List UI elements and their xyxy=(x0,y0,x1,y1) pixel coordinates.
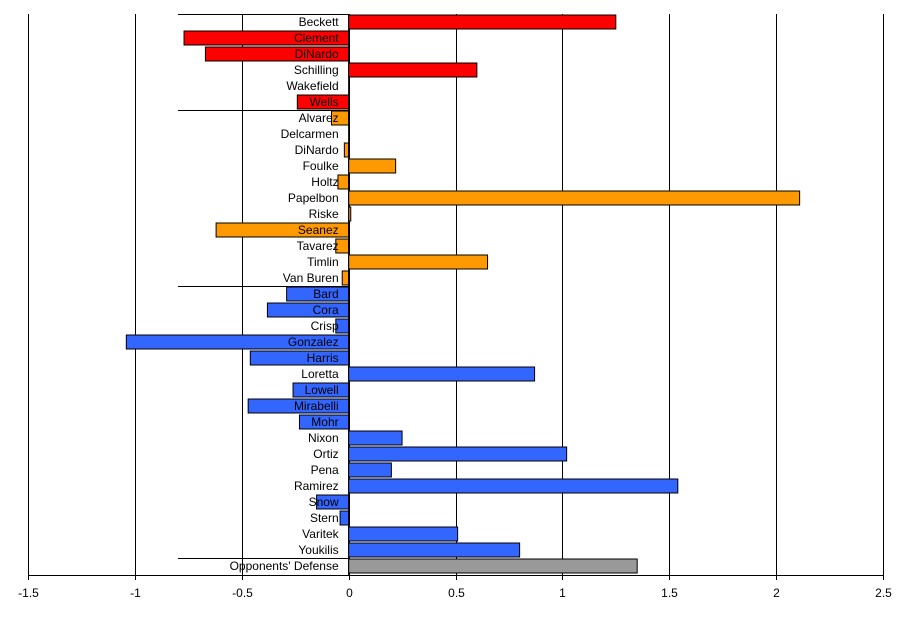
category-label: Timlin xyxy=(307,255,339,269)
x-tick-label: 2 xyxy=(773,586,780,600)
bars xyxy=(125,14,801,574)
category-label: Lowell xyxy=(305,383,339,397)
bar xyxy=(341,270,350,286)
category-label: Opponents' Defense xyxy=(230,559,339,573)
category-label: Cora xyxy=(313,303,339,317)
x-tick-label: 0.5 xyxy=(448,586,465,600)
bar xyxy=(339,510,350,526)
category-label: Snow xyxy=(309,495,339,509)
bar xyxy=(348,446,568,462)
category-label: Delcarmen xyxy=(281,127,339,141)
category-label: Gonzalez xyxy=(288,335,339,349)
category-label: Youkilis xyxy=(298,543,338,557)
category-label: DiNardo xyxy=(295,47,339,61)
bar xyxy=(348,558,638,574)
x-tick-label: 0 xyxy=(346,586,353,600)
category-label: Foulke xyxy=(303,159,339,173)
category-label: Mohr xyxy=(311,415,338,429)
category-label: Stern xyxy=(310,511,339,525)
bar xyxy=(348,254,489,270)
category-label: Alvarez xyxy=(299,111,339,125)
category-label: Beckett xyxy=(299,15,340,29)
category-label: Crisp xyxy=(311,319,339,333)
x-tick-label: -1 xyxy=(130,586,141,600)
x-axis: -1.5 -1 -0.5 0 0.5 1 1.5 2 2.5 xyxy=(18,14,892,600)
bar xyxy=(348,478,679,494)
category-label: Nixon xyxy=(308,431,339,445)
category-label: Wakefield xyxy=(286,79,338,93)
category-label: Ramirez xyxy=(294,479,339,493)
category-label: Ortiz xyxy=(313,447,338,461)
bar xyxy=(348,62,478,78)
category-label: Loretta xyxy=(301,367,339,381)
bar xyxy=(348,430,403,446)
category-label: Van Buren xyxy=(283,271,339,285)
category-label: Harris xyxy=(307,351,339,365)
category-label: Schilling xyxy=(294,63,339,77)
bar xyxy=(348,190,801,206)
category-label: Papelbon xyxy=(288,191,339,205)
category-label: Clement xyxy=(294,31,339,45)
category-labels: Beckett Clement DiNardo Schilling Wakefield W… xyxy=(230,15,340,573)
x-tick-label: 1 xyxy=(559,586,566,600)
category-label: Tavarez xyxy=(297,239,339,253)
x-tick-label: -0.5 xyxy=(232,586,253,600)
category-label: Wells xyxy=(310,95,339,109)
grid-lines xyxy=(28,14,884,575)
bar xyxy=(348,158,397,174)
bar xyxy=(348,542,521,558)
category-label: Riske xyxy=(309,207,339,221)
bar xyxy=(348,526,459,542)
bar xyxy=(348,462,392,478)
category-label: Seanez xyxy=(298,223,339,237)
bar xyxy=(348,14,617,30)
x-tick-label: -1.5 xyxy=(18,586,39,600)
bar xyxy=(343,142,350,158)
x-tick-label: 2.5 xyxy=(875,586,892,600)
category-label: Mirabelli xyxy=(294,399,339,413)
bar xyxy=(348,366,536,382)
category-label: Holtz xyxy=(311,175,338,189)
x-tick-label: 1.5 xyxy=(661,586,678,600)
category-label: Pena xyxy=(311,463,339,477)
category-label: DiNardo xyxy=(295,143,339,157)
bar xyxy=(337,174,350,190)
category-label: Bard xyxy=(313,287,338,301)
category-label: Varitek xyxy=(302,527,339,541)
